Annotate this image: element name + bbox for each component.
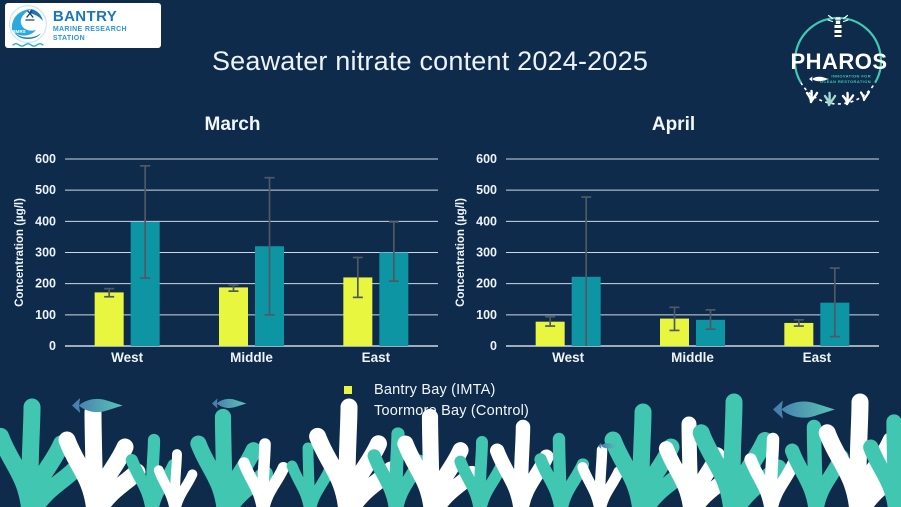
bmrs-badge-text: BMRS xyxy=(12,29,25,34)
coral-icon xyxy=(125,433,180,507)
bmrs-subtitle: MARINE RESEARCH STATION xyxy=(52,25,127,42)
april-bar-chart: 0 100 200 300 400 500 600 Concentration (µg/l) W… xyxy=(455,152,879,365)
svg-text:Middle: Middle xyxy=(230,350,273,365)
chart-april: April 0 100 200 300 400 500 600 Concentration (… xyxy=(453,112,894,377)
pharos-logo: PHAROS INNOVATION FOR OCEAN RESTORATION xyxy=(790,14,887,107)
svg-text:Concentration (µg/l): Concentration (µg/l) xyxy=(455,198,467,307)
chart-march: March 0 100 200 300 400 500 600 Concentration (… xyxy=(12,112,453,377)
page-title: Seawater nitrate content 2024-2025 xyxy=(211,46,649,76)
fish-icon xyxy=(598,442,619,449)
svg-text:0: 0 xyxy=(490,339,497,353)
coral-icon xyxy=(658,416,736,507)
svg-text:200: 200 xyxy=(476,277,497,291)
svg-text:600: 600 xyxy=(35,152,56,166)
coral-icon xyxy=(692,393,787,507)
coral-icon xyxy=(397,408,480,507)
fish-icon xyxy=(72,398,123,413)
bmrs-logo: BMRS BANTRY MARINE RESEARCH STATION xyxy=(5,3,161,48)
legend-item-control: Toormore Bay (Control) xyxy=(344,400,529,421)
svg-text:Concentration (µg/l): Concentration (µg/l) xyxy=(14,198,26,307)
coral-icon xyxy=(0,398,83,507)
pharos-tagline-1: INNOVATION FOR xyxy=(831,74,871,79)
coral-icon xyxy=(238,438,290,507)
coral-icon xyxy=(784,419,849,507)
bmrs-wave-microscope-icon: BMRS xyxy=(8,5,47,47)
svg-text:East: East xyxy=(803,350,832,365)
coral-icon xyxy=(190,408,273,507)
chart-title-april: April xyxy=(651,114,696,135)
legend-label-control: Toormore Bay (Control) xyxy=(374,402,530,419)
coral-icon xyxy=(286,442,335,507)
coral-icon xyxy=(58,403,146,507)
svg-text:100: 100 xyxy=(476,308,497,322)
coral-icon xyxy=(604,403,692,507)
bmrs-name: BANTRY xyxy=(52,7,118,25)
svg-text:Middle: Middle xyxy=(671,350,714,365)
svg-text:500: 500 xyxy=(476,183,497,197)
coral-icon xyxy=(534,432,590,507)
legend-label-imta: Bantry Bay (IMTA) xyxy=(374,381,496,398)
svg-text:West: West xyxy=(111,350,144,365)
coral-icon xyxy=(454,436,507,507)
legend-swatch-imta xyxy=(344,385,352,394)
pharos-coral-icons xyxy=(805,89,871,107)
svg-text:West: West xyxy=(552,350,585,365)
svg-text:400: 400 xyxy=(476,214,497,228)
pharos-wordmark: PHAROS xyxy=(790,49,887,74)
coral-icon xyxy=(744,432,800,507)
coral-icon xyxy=(577,444,624,507)
coral-icon xyxy=(818,393,901,507)
lighthouse-icon xyxy=(827,14,849,37)
coral-icon xyxy=(863,414,901,507)
chart-legend: Bantry Bay (IMTA) Toormore Bay (Control) xyxy=(344,379,529,421)
pharos-tagline-2: OCEAN RESTORATION xyxy=(820,79,871,84)
svg-text:300: 300 xyxy=(35,246,56,260)
svg-text:600: 600 xyxy=(476,152,497,166)
coral-icon xyxy=(367,427,427,507)
legend-item-imta: Bantry Bay (IMTA) xyxy=(344,379,529,400)
coral-icon xyxy=(489,419,554,507)
svg-text:0: 0 xyxy=(49,339,56,353)
fish-icon xyxy=(773,400,835,419)
svg-text:200: 200 xyxy=(35,277,56,291)
pharos-fish-icon xyxy=(809,76,829,82)
svg-text:100: 100 xyxy=(35,308,56,322)
svg-text:300: 300 xyxy=(476,246,497,260)
coral-icon xyxy=(153,449,198,507)
legend-swatch-control xyxy=(344,406,352,415)
chart-title-march: March xyxy=(204,114,261,135)
fish-icon xyxy=(212,398,247,409)
coral-icon xyxy=(309,398,400,507)
march-bar-chart: 0 100 200 300 400 500 600 Concentration (µg/l) W… xyxy=(14,152,438,365)
charts-row: March 0 100 200 300 400 500 600 Concentration (… xyxy=(0,112,901,377)
svg-text:East: East xyxy=(362,350,391,365)
svg-text:400: 400 xyxy=(35,214,56,228)
svg-text:500: 500 xyxy=(35,183,56,197)
